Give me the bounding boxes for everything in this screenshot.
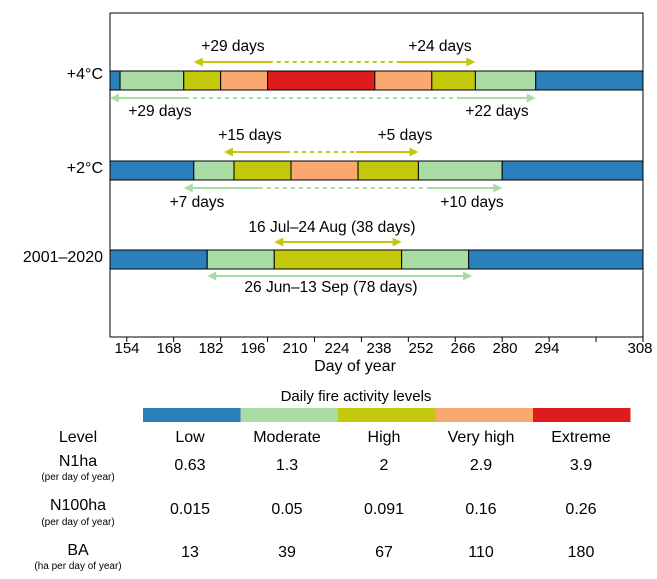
bar-segment <box>536 71 643 90</box>
legend-swatch <box>241 408 339 422</box>
table-column-header: Low <box>140 429 240 447</box>
row-label-baseline: 2001–2020 <box>3 249 103 267</box>
bar-segment <box>268 71 375 90</box>
table-column-header: Extreme <box>531 429 631 447</box>
table-metric-unit: (ha per day of year) <box>8 561 148 572</box>
x-tick-label: 224 <box>317 340 357 357</box>
legend-swatch <box>338 408 436 422</box>
x-tick-label: 294 <box>527 340 567 357</box>
table-metric-label: BA <box>28 542 128 560</box>
bar-segment <box>475 71 535 90</box>
arrow-head-right <box>393 238 402 247</box>
x-tick-label: 308 <box>620 340 657 357</box>
bar-segment <box>358 161 418 180</box>
table-cell: 3.9 <box>531 457 631 475</box>
bar-segment <box>291 161 358 180</box>
bar-segment <box>469 250 643 269</box>
annotation-plus2-upper-right: +5 days <box>345 127 465 145</box>
x-tick-label: 266 <box>443 340 483 357</box>
legend-swatch <box>533 408 631 422</box>
table-cell: 110 <box>431 544 531 562</box>
arrow-head-right <box>466 58 475 67</box>
bar-segment <box>274 250 401 269</box>
bar-segment <box>375 71 432 90</box>
annotation-plus4-lower-left: +29 days <box>100 103 220 121</box>
table-column-header: Very high <box>431 429 531 447</box>
annotation-baseline-upper: 16 Jul–24 Aug (38 days) <box>212 219 452 237</box>
annotation-plus2-lower-right: +10 days <box>412 194 532 212</box>
arrow-head-left <box>274 238 283 247</box>
table-cell: 2.9 <box>431 457 531 475</box>
x-tick-label: 280 <box>485 340 525 357</box>
table-cell: 0.63 <box>140 457 240 475</box>
annotation-plus2-upper-left: +15 days <box>190 127 310 145</box>
row-label-plus2: +2°C <box>3 160 103 178</box>
table-metric-unit: (per day of year) <box>8 472 148 483</box>
x-tick-label: 168 <box>149 340 189 357</box>
bar-segment <box>110 161 194 180</box>
arrow-head-right <box>409 148 418 157</box>
table-metric-label: N100ha <box>28 497 128 515</box>
bar-segment <box>418 161 502 180</box>
table-cell: 0.05 <box>237 501 337 519</box>
table-header-level: Level <box>28 429 128 447</box>
bar-segment <box>502 161 643 180</box>
table-cell: 0.26 <box>531 501 631 519</box>
table-metric-unit: (per day of year) <box>8 517 148 528</box>
table-cell: 0.16 <box>431 501 531 519</box>
arrow-head-right <box>463 272 472 281</box>
bar-segment <box>234 161 291 180</box>
table-cell: 180 <box>531 544 631 562</box>
x-tick-label: 182 <box>191 340 231 357</box>
table-cell: 67 <box>334 544 434 562</box>
bar-segment <box>194 161 234 180</box>
annotation-plus2-lower-left: +7 days <box>137 194 257 212</box>
table-cell: 0.091 <box>334 501 434 519</box>
bar-segment <box>432 71 476 90</box>
bar-segment <box>207 250 274 269</box>
legend-title: Daily fire activity levels <box>236 388 476 405</box>
table-column-header: Moderate <box>237 429 337 447</box>
bar-segment <box>221 71 268 90</box>
row-label-plus4: +4°C <box>3 66 103 84</box>
table-cell: 2 <box>334 457 434 475</box>
legend-swatch <box>436 408 534 422</box>
table-cell: 13 <box>140 544 240 562</box>
annotation-plus4-lower-right: +22 days <box>437 103 557 121</box>
arrow-head-left <box>224 148 233 157</box>
x-tick-label: 252 <box>401 340 441 357</box>
table-cell: 0.015 <box>140 501 240 519</box>
arrow-head-right <box>493 184 502 193</box>
x-tick-label: 154 <box>107 340 147 357</box>
table-column-header: High <box>334 429 434 447</box>
table-metric-label: N1ha <box>28 453 128 471</box>
x-tick-label: 210 <box>275 340 315 357</box>
bar-segment <box>110 250 207 269</box>
arrow-head-left <box>184 184 193 193</box>
bar-segment <box>184 71 221 90</box>
annotation-baseline-lower: 26 Jun–13 Sep (78 days) <box>211 279 451 297</box>
table-cell: 39 <box>237 544 337 562</box>
annotation-plus4-upper-left: +29 days <box>173 38 293 56</box>
x-tick-label: 238 <box>359 340 399 357</box>
x-axis-title: Day of year <box>275 358 435 376</box>
bar-segment <box>402 250 469 269</box>
annotation-plus4-upper-right: +24 days <box>380 38 500 56</box>
arrow-head-right <box>527 94 536 103</box>
bar-segment <box>120 71 184 90</box>
table-cell: 1.3 <box>237 457 337 475</box>
x-tick-label: 196 <box>233 340 273 357</box>
bar-segment <box>110 71 120 90</box>
legend-swatch <box>143 408 241 422</box>
arrow-head-left <box>110 94 119 103</box>
arrow-head-left <box>194 58 203 67</box>
